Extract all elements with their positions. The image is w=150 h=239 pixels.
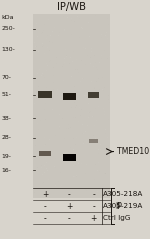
Text: 28-: 28- (1, 135, 11, 140)
Text: A305-219A: A305-219A (103, 203, 143, 209)
Text: Ctrl IgG: Ctrl IgG (103, 215, 130, 221)
Text: 70-: 70- (1, 75, 11, 80)
Bar (33, 14, 110, 198)
FancyBboxPatch shape (63, 93, 76, 100)
FancyBboxPatch shape (38, 91, 52, 98)
Text: kDa: kDa (1, 15, 14, 20)
Text: +: + (66, 202, 72, 211)
Text: 16-: 16- (1, 168, 11, 173)
Text: 130-: 130- (1, 47, 15, 52)
FancyBboxPatch shape (63, 154, 76, 161)
FancyBboxPatch shape (88, 92, 99, 98)
Text: IP/WB: IP/WB (57, 2, 86, 12)
Text: -: - (68, 190, 71, 199)
Text: 19-: 19- (1, 154, 11, 159)
Text: 250-: 250- (1, 27, 15, 32)
FancyBboxPatch shape (89, 139, 98, 143)
Text: 51-: 51- (1, 92, 11, 98)
Text: -: - (44, 202, 46, 211)
Text: +: + (42, 190, 48, 199)
Text: -: - (44, 214, 46, 223)
Text: 38-: 38- (1, 115, 11, 120)
Text: IP: IP (115, 202, 122, 211)
Text: A305-218A: A305-218A (103, 191, 143, 197)
Text: -: - (92, 190, 95, 199)
FancyBboxPatch shape (39, 151, 51, 156)
Text: TMED10: TMED10 (117, 147, 149, 156)
Text: -: - (92, 202, 95, 211)
Text: -: - (68, 214, 71, 223)
Text: +: + (90, 214, 97, 223)
